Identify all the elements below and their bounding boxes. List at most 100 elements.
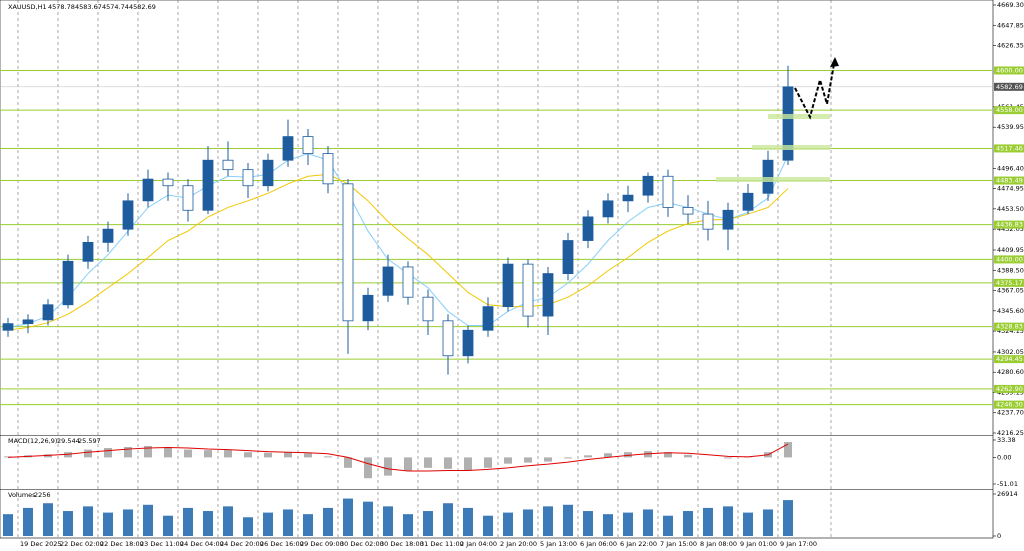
macd-bar	[244, 452, 252, 458]
candle-body	[582, 216, 594, 241]
x-tick-label: 30 Dec 18:00	[380, 540, 424, 548]
macd-bar	[164, 446, 172, 458]
x-tick-label: 9 Jan 01:00	[740, 540, 777, 548]
volume-bar	[663, 515, 673, 536]
x-tick-label: 7 Jan 15:00	[660, 540, 697, 548]
volume-bar	[123, 509, 133, 536]
candle-body	[242, 169, 254, 187]
volume-bar	[743, 512, 753, 536]
volume-bar	[643, 509, 653, 536]
x-tick-label: 8 Jan 08:00	[700, 540, 737, 548]
symbol: XAUUSD,H1	[8, 3, 47, 11]
candle-body	[362, 294, 374, 322]
volume-bar	[783, 500, 793, 536]
level-label: 4558.00	[996, 106, 1023, 114]
macd-bar	[524, 457, 532, 463]
candle-body	[602, 200, 614, 218]
macd-bar	[724, 457, 732, 459]
level-tag	[994, 384, 1024, 393]
macd-bar	[604, 453, 612, 458]
x-tick-label: 23 Dec 11:00	[140, 540, 184, 548]
level-label: 4328.83	[996, 323, 1023, 331]
macd-bar	[444, 457, 452, 469]
level-tag	[994, 220, 1024, 229]
volume-bar	[83, 506, 93, 536]
volume-bar	[483, 515, 493, 536]
candle-body	[382, 266, 394, 296]
volume-bar	[703, 507, 713, 536]
volume-bar	[263, 512, 273, 536]
x-tick-label: 24 Dec 20:00	[220, 540, 264, 548]
header-value: 4583.67	[75, 3, 102, 11]
macd-value: 29.544	[57, 437, 80, 445]
volume-bar	[343, 498, 353, 536]
level-tag	[994, 278, 1024, 287]
y-tick-label: 4669.30	[997, 1, 1024, 9]
volume-bar	[163, 515, 173, 536]
macd-bar	[184, 449, 192, 458]
macd-bar	[344, 457, 352, 468]
volume-bar	[423, 511, 433, 536]
macd-bar	[284, 452, 292, 458]
candle-body	[562, 240, 574, 274]
macd-signal	[7, 443, 789, 472]
volume-bar	[443, 503, 453, 536]
zone	[752, 145, 830, 150]
y-tick-label: 4302.05	[997, 348, 1024, 356]
candle-body	[502, 263, 514, 308]
macd-label: MACD(12,26,9)	[8, 437, 57, 445]
x-tick-label: 6 Jan 22:00	[620, 540, 657, 548]
y-tick-label: 4539.95	[997, 123, 1024, 131]
volume-bar	[543, 506, 553, 536]
x-tick-label: 24 Dec 04:00	[180, 540, 224, 548]
y-tick-label: 4432.05	[997, 225, 1024, 233]
level-tag	[994, 176, 1024, 185]
macd-bar	[384, 457, 392, 476]
level-tag	[994, 355, 1024, 364]
candle-body	[762, 159, 774, 194]
volume-bar	[403, 514, 413, 536]
x-tick-label: 2 Jan 20:00	[500, 540, 537, 548]
volume-bar	[683, 511, 693, 536]
macd-bar	[224, 450, 232, 458]
volume-bar	[763, 509, 773, 536]
candle-body	[182, 185, 194, 211]
x-tick-label: 6 Jan 06:00	[580, 540, 617, 548]
volume-bar	[203, 511, 213, 536]
macd-bar	[4, 456, 12, 458]
macd-bar	[564, 457, 572, 459]
x-tick-label: 19 Dec 2025	[20, 540, 62, 548]
volume-bar	[463, 507, 473, 536]
forecast-path	[794, 63, 835, 120]
candle-body	[662, 175, 674, 208]
volume-bar	[43, 503, 53, 536]
candle-body	[42, 304, 54, 321]
header-value: 4574.74	[102, 3, 129, 11]
macd-bar	[584, 455, 592, 458]
y-tick-label: 26914	[997, 490, 1018, 498]
y-tick-label: 4345.60	[997, 307, 1024, 315]
macd-bar	[644, 451, 652, 458]
volume-bar	[103, 512, 113, 536]
candle-body	[462, 329, 474, 357]
macd-bar	[424, 457, 432, 468]
level-tag	[994, 255, 1024, 264]
candle-body	[722, 209, 734, 230]
macd-bar	[364, 457, 372, 479]
candle-body	[222, 159, 234, 171]
volume-bar	[223, 506, 233, 536]
y-tick-label: -51.01	[997, 480, 1018, 488]
level-label: 4400.00	[996, 255, 1023, 263]
candle-body	[402, 266, 414, 298]
volume-bar	[523, 509, 533, 536]
level-label: 4262.90	[996, 385, 1023, 393]
candle-body	[342, 183, 354, 322]
level-label: 4294.45	[996, 355, 1023, 363]
zone	[716, 177, 830, 182]
moving-average	[7, 173, 789, 331]
macd-bar	[304, 453, 312, 458]
candle-body	[282, 136, 294, 161]
y-tick-label: 4647.85	[997, 21, 1024, 29]
macd-bar	[324, 456, 332, 458]
volume-bar	[283, 509, 293, 536]
